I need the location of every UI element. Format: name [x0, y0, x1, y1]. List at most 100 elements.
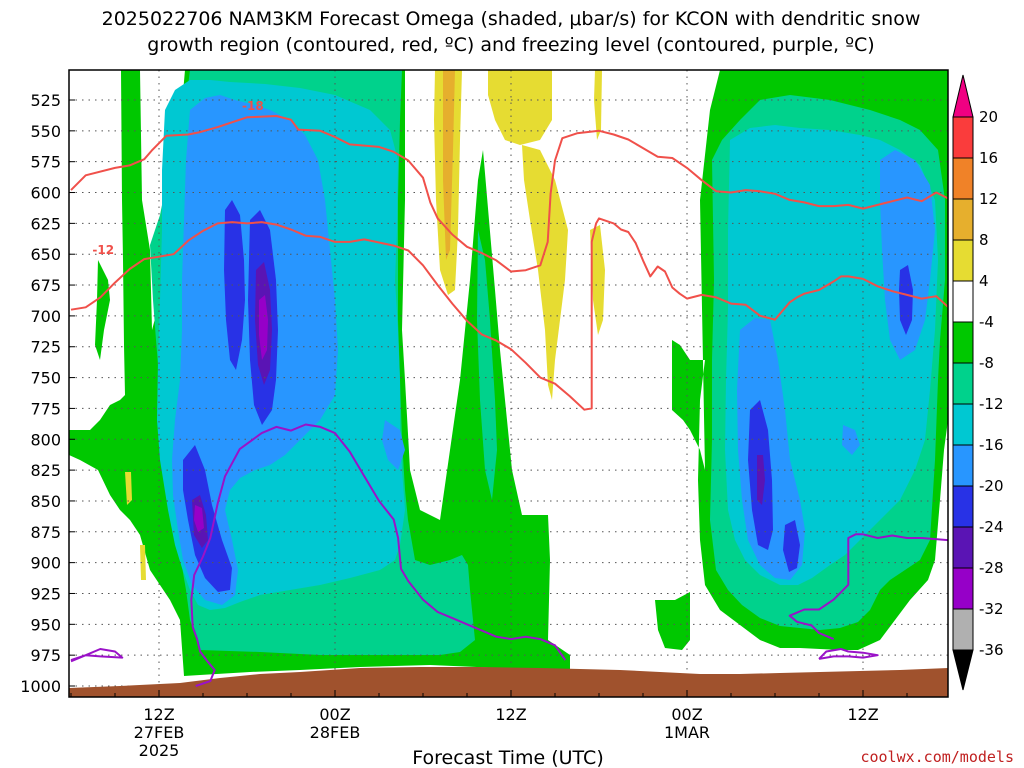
- x-tick-label: 27FEB: [134, 723, 185, 742]
- contour-line: [70, 115, 948, 273]
- omega-region-blue-3: [183, 445, 232, 592]
- grid-vertical: [158, 70, 864, 697]
- omega-shading: [69, 70, 948, 676]
- omega-region-yellow-2: [488, 70, 552, 145]
- y-tick-label: 700: [30, 307, 61, 326]
- omega-region-lightblue-5: [842, 425, 860, 455]
- colorbar-label: 16: [979, 149, 998, 167]
- colorbar-label: -4: [979, 313, 994, 331]
- colorbar-swatch: [952, 567, 974, 610]
- dendritic-contours: -18 -12: [70, 99, 948, 411]
- omega-region-mint-2: [477, 230, 497, 500]
- omega-region-yellow-6: [125, 472, 132, 505]
- y-tick-label: 725: [30, 338, 61, 357]
- colorbar-label: -24: [979, 518, 1004, 536]
- omega-region-green-3: [655, 592, 690, 650]
- y-tick-label: 850: [30, 492, 61, 511]
- credit-text: coolwx.com/models: [860, 748, 1014, 766]
- contour-line: [190, 423, 567, 687]
- chart-title-line-2: growth region (contoured, red, ºC) and f…: [147, 34, 874, 56]
- colorbar-swatch: [952, 321, 974, 364]
- y-tick-label: 900: [30, 554, 61, 573]
- colorbar-label: -12: [979, 395, 1004, 413]
- colorbar-swatch: [952, 403, 974, 446]
- colorbar-swatch: [952, 198, 974, 241]
- colorbar: 20 16 12 8 4 -4 -8 -12 -16 -20 -24 -28 -32 -36: [952, 74, 1004, 691]
- chart-title-line-1: 2025022706 NAM3KM Forecast Omega (shaded…: [102, 8, 921, 30]
- y-tick-label: 950: [30, 615, 61, 634]
- colorbar-bottom-arrow: [952, 649, 974, 691]
- omega-region-blue-6: [899, 265, 913, 335]
- terrain: [69, 667, 948, 697]
- omega-region-lightblue-4: [880, 150, 935, 360]
- x-tick-label: 12Z: [495, 705, 526, 724]
- y-tick-label: 525: [30, 91, 61, 110]
- omega-region-yellow-5: [590, 225, 605, 335]
- colorbar-swatch: [952, 239, 974, 282]
- x-tick-label: 1MAR: [664, 723, 710, 742]
- contour-label: -12: [92, 243, 114, 257]
- colorbar-swatch: [952, 608, 974, 651]
- omega-region-purple-1: [259, 295, 268, 360]
- omega-region-violet-3: [757, 455, 765, 505]
- colorbar-label: 12: [979, 190, 998, 208]
- y-tick-label: 750: [30, 369, 61, 388]
- y-tick-label: 600: [30, 184, 61, 203]
- omega-region-green-4: [95, 260, 110, 360]
- y-tick-label: 825: [30, 461, 61, 480]
- colorbar-swatch: [952, 444, 974, 487]
- colorbar-label: -28: [979, 559, 1004, 577]
- x-tick-label: 12Z: [847, 705, 878, 724]
- x-tick-label: 2025: [139, 741, 180, 760]
- contour-line: [70, 217, 948, 411]
- plot-area: -18 -12: [69, 70, 948, 697]
- x-axis-label: Forecast Time (UTC): [412, 747, 603, 768]
- colorbar-label: -8: [979, 354, 994, 372]
- y-tick-label: 875: [30, 523, 61, 542]
- colorbar-swatch: [952, 526, 974, 569]
- plot-frame: [68, 69, 949, 698]
- y-tick-label: 975: [30, 646, 61, 665]
- omega-region-yellow-4: [594, 70, 602, 140]
- omega-region-orange-1: [443, 70, 455, 260]
- omega-region-yellow-7: [140, 545, 146, 580]
- colorbar-label: -16: [979, 436, 1004, 454]
- omega-region-blue-5: [783, 520, 800, 572]
- y-axis: 525 550 575 600 625 650 675 700 725 750 775 800 825 8…: [20, 91, 75, 696]
- freezing-level-contours: [70, 423, 948, 687]
- x-tick-label: 28FEB: [310, 723, 361, 742]
- y-tick-label: 625: [30, 214, 61, 233]
- omega-region-blue-1: [224, 200, 245, 370]
- colorbar-swatch: [952, 362, 974, 405]
- y-tick-label: 925: [30, 584, 61, 603]
- contour-line: [70, 648, 124, 663]
- contour-line: [788, 533, 948, 641]
- omega-region-yellow-3: [522, 145, 568, 400]
- colorbar-label: -36: [979, 641, 1004, 659]
- x-tick-label: 12Z: [143, 705, 174, 724]
- y-tick-label: 775: [30, 399, 61, 418]
- contour-line: [818, 648, 879, 660]
- colorbar-swatch: [952, 116, 974, 159]
- omega-region-lightblue-2: [382, 420, 405, 470]
- colorbar-label: 8: [979, 231, 989, 249]
- colorbar-label: -32: [979, 600, 1004, 618]
- contour-label: -18: [242, 99, 264, 113]
- colorbar-label: -20: [979, 477, 1004, 495]
- y-tick-label: 650: [30, 245, 61, 264]
- y-tick-label: 800: [30, 430, 61, 449]
- colorbar-label: 4: [979, 272, 989, 290]
- colorbar-swatch: [952, 485, 974, 528]
- omega-region-purple-2: [194, 505, 204, 532]
- x-tick-label: 00Z: [319, 705, 350, 724]
- y-tick-label: 675: [30, 276, 61, 295]
- colorbar-swatch: [952, 157, 974, 200]
- colorbar-top-arrow: [952, 74, 974, 118]
- colorbar-swatch: [952, 280, 974, 323]
- y-tick-label: 575: [30, 153, 61, 172]
- y-tick-label: 1000: [20, 677, 61, 696]
- y-tick-label: 550: [30, 122, 61, 141]
- x-tick-label: 00Z: [671, 705, 702, 724]
